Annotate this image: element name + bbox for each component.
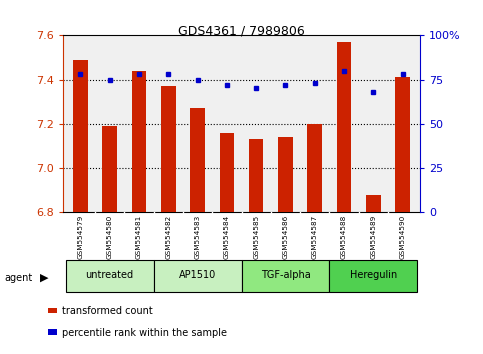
Text: GSM554589: GSM554589: [370, 215, 376, 259]
Text: GSM554585: GSM554585: [253, 215, 259, 259]
Text: GSM554584: GSM554584: [224, 215, 230, 259]
Bar: [307, 124, 322, 212]
Bar: [190, 108, 205, 212]
Bar: [161, 86, 176, 212]
Text: untreated: untreated: [85, 270, 134, 280]
FancyBboxPatch shape: [329, 260, 417, 292]
Text: agent: agent: [5, 273, 33, 283]
Text: GSM554590: GSM554590: [399, 215, 406, 259]
Text: GDS4361 / 7989806: GDS4361 / 7989806: [178, 25, 305, 38]
FancyBboxPatch shape: [242, 260, 329, 292]
Bar: [249, 139, 263, 212]
FancyBboxPatch shape: [66, 260, 154, 292]
Text: ▶: ▶: [40, 273, 48, 283]
Text: GSM554588: GSM554588: [341, 215, 347, 259]
Bar: [278, 137, 293, 212]
Text: GSM554583: GSM554583: [195, 215, 200, 259]
Text: percentile rank within the sample: percentile rank within the sample: [62, 327, 227, 338]
Bar: [395, 78, 410, 212]
Text: AP1510: AP1510: [179, 270, 216, 280]
Bar: [366, 195, 381, 212]
Bar: [220, 133, 234, 212]
Bar: [337, 42, 351, 212]
Bar: [102, 126, 117, 212]
Text: Heregulin: Heregulin: [350, 270, 397, 280]
FancyBboxPatch shape: [154, 260, 242, 292]
Text: GSM554581: GSM554581: [136, 215, 142, 259]
Text: GSM554586: GSM554586: [283, 215, 288, 259]
Text: GSM554587: GSM554587: [312, 215, 318, 259]
Bar: [132, 71, 146, 212]
Text: TGF-alpha: TGF-alpha: [260, 270, 310, 280]
Text: GSM554579: GSM554579: [77, 215, 84, 259]
Text: GSM554582: GSM554582: [165, 215, 171, 259]
Text: transformed count: transformed count: [62, 306, 153, 316]
Bar: [73, 60, 88, 212]
Text: GSM554580: GSM554580: [107, 215, 113, 259]
